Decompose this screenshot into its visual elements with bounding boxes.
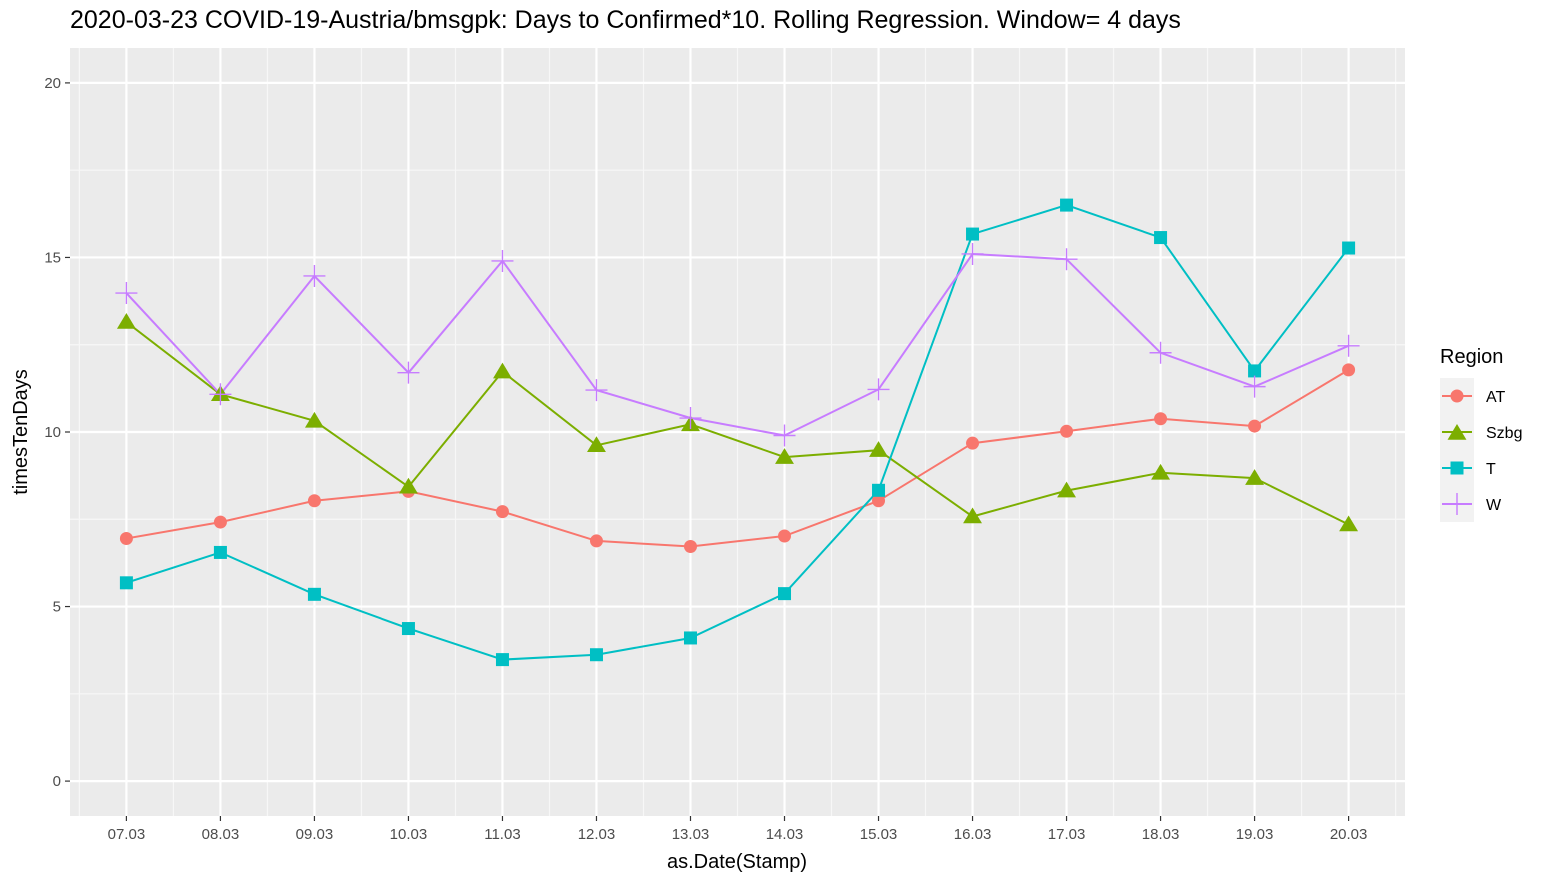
data-point-w — [679, 407, 702, 430]
data-point-t — [1154, 231, 1168, 245]
data-point-at — [495, 505, 509, 519]
x-axis-title: as.Date(Stamp) — [667, 851, 807, 873]
data-point-szbg — [116, 313, 136, 329]
series-line-at — [126, 369, 1350, 548]
data-point-t — [778, 587, 792, 601]
data-point-w — [1149, 341, 1172, 364]
x-tick-label: 13.03 — [672, 826, 710, 843]
data-point-szbg — [869, 441, 888, 457]
series-points — [115, 198, 1360, 667]
chart-title: 2020-03-23 COVID-19-Austria/bmsgpk: Days… — [70, 6, 1181, 34]
data-point-szbg — [1151, 463, 1171, 480]
data-point-szbg — [775, 448, 794, 464]
x-tick-label: 11.03 — [484, 826, 520, 843]
data-point-at — [683, 540, 697, 554]
data-point-at — [1060, 424, 1074, 438]
data-point-szbg — [1339, 515, 1359, 532]
data-point-t — [401, 622, 415, 636]
data-point-at — [1342, 363, 1356, 377]
data-point-szbg — [304, 411, 324, 428]
data-point-t — [589, 648, 603, 662]
legend-key-marker — [1446, 493, 1468, 515]
legend-key-marker — [1447, 424, 1467, 440]
data-point-w — [1337, 334, 1360, 357]
data-point-w — [115, 282, 138, 305]
data-point-at — [1154, 412, 1168, 426]
legend-label-w: W — [1486, 497, 1502, 514]
data-point-t — [119, 576, 133, 590]
x-tick-label: 12.03 — [578, 826, 616, 843]
data-point-szbg — [587, 436, 606, 453]
data-point-at — [213, 515, 227, 529]
x-tick-label: 09.03 — [296, 826, 334, 843]
y-tick-label: 10 — [44, 424, 61, 441]
legend-label-at: AT — [1486, 389, 1505, 406]
legend-label-t: T — [1486, 461, 1496, 478]
grid-major — [70, 48, 1405, 816]
x-tick-label: 18.03 — [1142, 826, 1180, 843]
y-tick-label: 5 — [53, 599, 61, 616]
data-point-t — [495, 653, 509, 667]
x-tick-label: 20.03 — [1330, 826, 1368, 843]
series-line-w — [125, 252, 1349, 437]
data-point-szbg — [963, 507, 982, 524]
data-point-w — [303, 264, 326, 287]
data-point-at — [119, 531, 133, 545]
data-point-at — [966, 436, 980, 450]
data-point-t — [1060, 198, 1074, 212]
data-point-t — [1248, 364, 1262, 378]
data-point-at — [1248, 419, 1262, 433]
series-lines — [125, 204, 1350, 661]
x-tick-label: 14.03 — [766, 826, 804, 843]
data-point-szbg — [399, 477, 418, 494]
data-point-w — [867, 378, 890, 401]
data-point-w — [773, 424, 796, 447]
series-line-t — [126, 204, 1350, 661]
data-point-t — [872, 483, 886, 497]
data-point-w — [209, 383, 232, 406]
data-point-at — [872, 494, 886, 508]
data-point-w — [961, 242, 984, 265]
data-point-at — [307, 494, 321, 508]
x-axis: 07.03 08.03 09.03 10.03 11.03 12.03 13.03 14.03… — [108, 816, 1368, 843]
y-tick-label: 0 — [53, 773, 61, 790]
data-point-t — [213, 545, 227, 559]
x-tick-label: 08.03 — [202, 826, 240, 843]
legend-label-szbg: Szbg — [1486, 425, 1522, 442]
x-tick-label: 10.03 — [390, 826, 428, 843]
data-point-t — [307, 587, 321, 601]
data-point-w — [1243, 375, 1266, 398]
data-point-szbg — [1057, 481, 1076, 498]
legend: Region AT Szbg T W — [1440, 346, 1522, 522]
y-tick-label: 20 — [44, 75, 61, 92]
x-tick-label: 16.03 — [954, 826, 992, 843]
data-point-w — [491, 249, 514, 272]
data-point-at — [778, 529, 792, 543]
y-tick-label: 15 — [44, 249, 61, 266]
data-point-at — [589, 534, 603, 548]
x-tick-label: 19.03 — [1236, 826, 1274, 843]
x-tick-label: 07.03 — [108, 826, 146, 843]
data-point-w — [1055, 248, 1078, 271]
x-tick-label: 17.03 — [1048, 826, 1086, 843]
data-point-t — [966, 227, 980, 241]
series-line-szbg — [125, 321, 1350, 526]
data-point-szbg — [1245, 469, 1265, 485]
y-axis: 0 5 10 15 20 — [44, 75, 70, 790]
data-point-w — [397, 361, 420, 384]
x-tick-label: 15.03 — [860, 826, 898, 843]
data-point-t — [1342, 241, 1356, 255]
legend-title: Region — [1440, 346, 1503, 368]
y-axis-title: timesTenDays — [10, 369, 32, 495]
data-point-szbg — [493, 362, 512, 379]
legend-key-marker — [1450, 389, 1464, 403]
data-point-t — [683, 631, 697, 645]
legend-key-marker — [1450, 461, 1464, 475]
data-point-w — [585, 379, 608, 402]
